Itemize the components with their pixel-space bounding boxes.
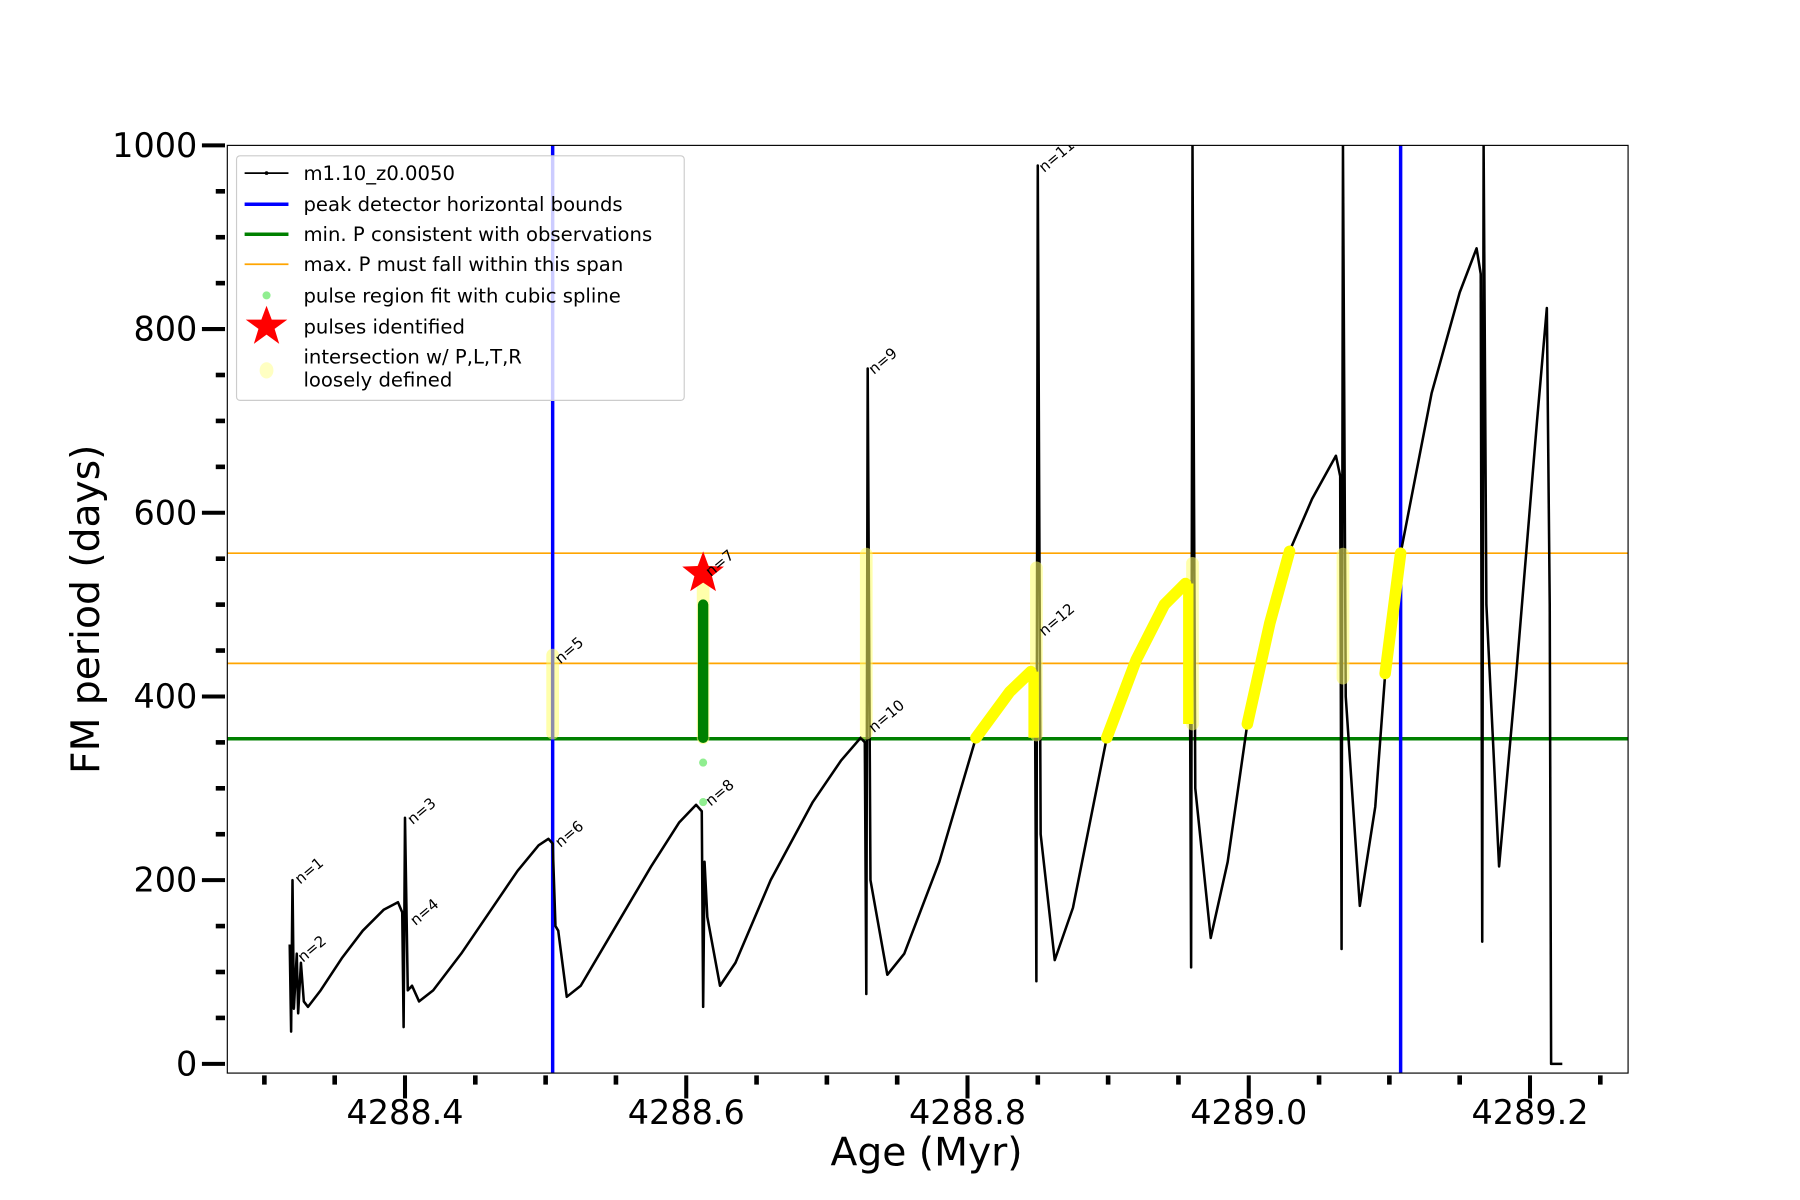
plot-frame: [226, 144, 1629, 1074]
x-axis-label: Age (Myr): [830, 1130, 1022, 1175]
x-tick-label: 4289.2: [1471, 1093, 1588, 1132]
x-tick-label: 4288.4: [346, 1093, 463, 1132]
legend-label: pulses identified: [303, 315, 464, 338]
legend-label: peak detector horizontal bounds: [303, 193, 622, 216]
pulse-annotation: n=8: [702, 776, 738, 810]
intersection-segment: [1100, 577, 1192, 744]
star-icon: [245, 305, 288, 344]
legend-entry-min-p: min. P consistent with observations: [244, 223, 652, 246]
model-track-line: [288, 145, 1563, 1066]
pulse-annotation: n=4: [406, 895, 442, 929]
spline-fit-point: [699, 758, 708, 767]
legend-box: [235, 155, 685, 401]
legend-entry-track: m1.10_z0.0050: [244, 162, 455, 185]
axes-layer: 0 200 400 600 800 1000 4288.4 4288.6 4288.8 4289.…: [112, 126, 1629, 1132]
intersection-segment: [970, 665, 1037, 744]
y-axis-label: FM period (days): [64, 445, 109, 774]
pulse-annotation: n=9: [865, 344, 901, 378]
legend-entry-pulses: pulses identified: [245, 305, 465, 344]
legend-entry-max-p: max. P must fall within this span: [244, 253, 623, 276]
intersection-segment: [1379, 547, 1407, 680]
x-tick-label: 4288.8: [909, 1093, 1026, 1132]
legend-label: max. P must fall within this span: [303, 253, 623, 276]
y-tick-label: 600: [133, 493, 197, 532]
legend-entry-intersection: intersection w/ P,L,T,R loosely defined: [259, 345, 522, 392]
y-tick-label: 1000: [112, 126, 197, 165]
y-tick-label: 800: [133, 310, 197, 349]
legend-label: loosely defined: [303, 369, 452, 392]
legend: m1.10_z0.0050 peak detector horizontal b…: [235, 155, 685, 401]
y-tick-label: 0: [176, 1044, 197, 1083]
x-tick-label: 4289.0: [1190, 1093, 1307, 1132]
pulse-annotation: n=11: [1035, 136, 1078, 176]
legend-label: m1.10_z0.0050: [303, 162, 454, 185]
legend-entry-bounds: peak detector horizontal bounds: [244, 193, 623, 216]
legend-label: min. P consistent with observations: [303, 223, 652, 246]
y-tick-label: 400: [133, 677, 197, 716]
x-tick-label: 4288.6: [628, 1093, 745, 1132]
intersection-segment: [1241, 545, 1296, 730]
pulse-annotation: n=6: [551, 817, 587, 851]
y-tick-label: 200: [133, 861, 197, 900]
legend-entry-spline: pulse region fit with cubic spline: [262, 284, 621, 307]
pulse-annotation: n=2: [294, 932, 330, 966]
pulse-annotation: n=1: [291, 854, 327, 888]
pulse-identified-star: [682, 551, 724, 592]
legend-label: intersection w/ P,L,T,R: [303, 345, 522, 368]
legend-label: pulse region fit with cubic spline: [303, 284, 620, 307]
pulse-annotation: n=3: [404, 794, 440, 828]
spline-fit-point: [699, 798, 708, 807]
